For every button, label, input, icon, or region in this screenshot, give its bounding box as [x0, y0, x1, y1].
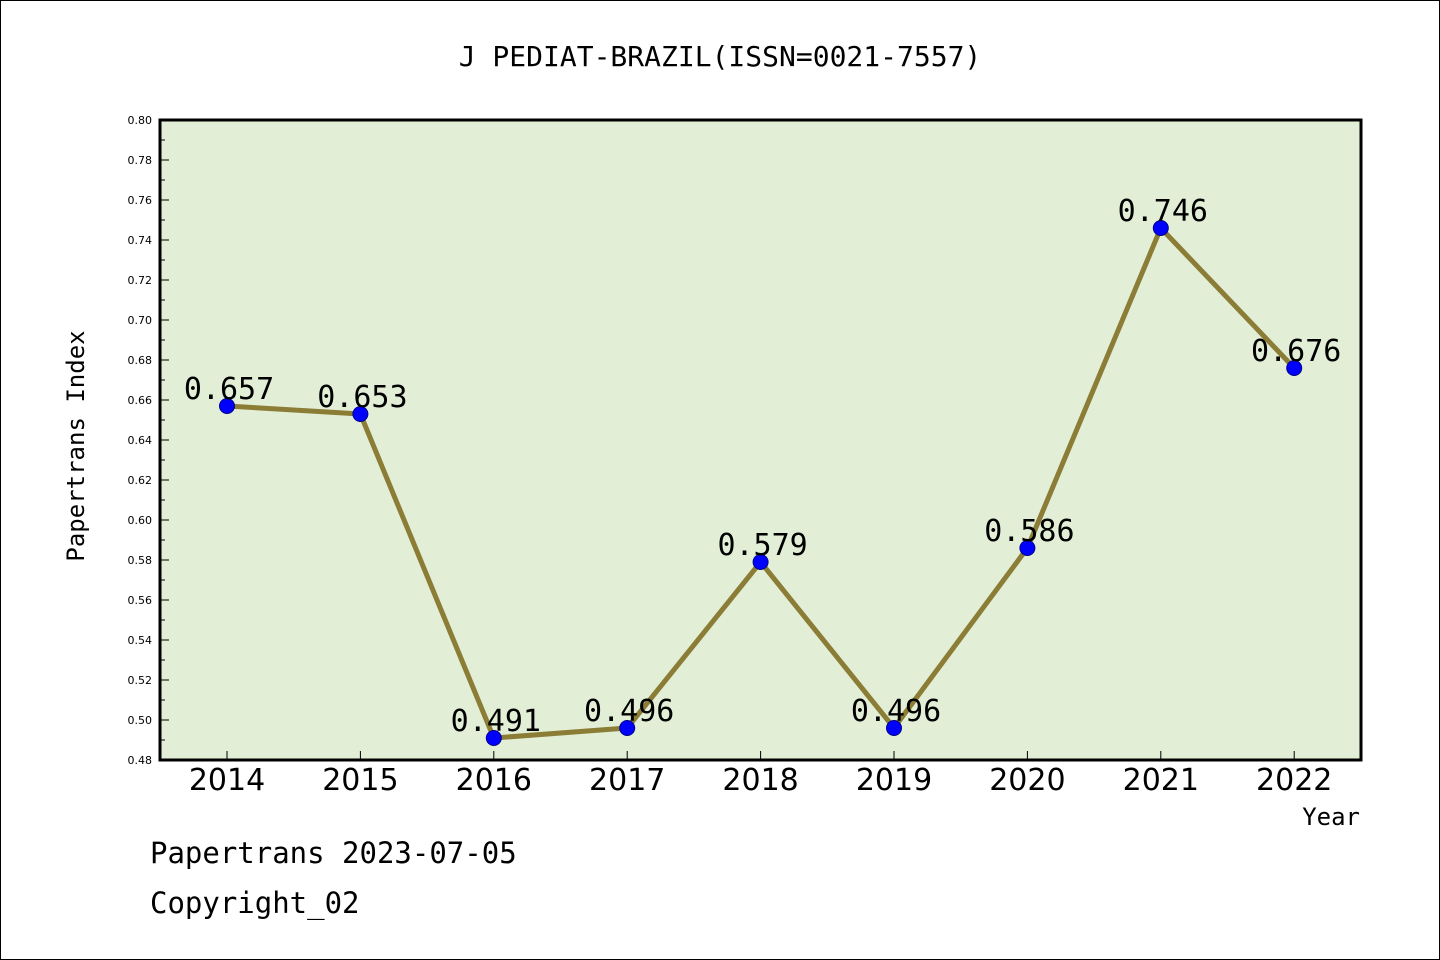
data-label: 0.586 [984, 514, 1074, 549]
data-point [1019, 540, 1036, 556]
y-tick-label: 0.74 [128, 234, 153, 247]
x-tick-label: 2020 [989, 763, 1065, 798]
x-tick-label: 2017 [589, 763, 665, 798]
y-tick-label: 0.80 [128, 114, 153, 127]
y-tick-label: 0.48 [128, 754, 153, 767]
y-tick-label: 0.64 [128, 434, 153, 447]
y-tick-label: 0.78 [128, 154, 153, 167]
y-tick-label: 0.62 [128, 474, 153, 487]
y-axis-label: Papertrans Index [62, 330, 90, 561]
x-tick-label: 2022 [1256, 763, 1332, 798]
data-label: 0.746 [1118, 194, 1208, 229]
x-tick-label: 2019 [856, 763, 932, 798]
chart-title: J PEDIAT-BRAZIL(ISSN=0021-7557) [459, 40, 982, 73]
y-tick-label: 0.70 [128, 314, 153, 327]
y-tick-label: 0.54 [128, 634, 153, 647]
x-tick-label: 2016 [456, 763, 532, 798]
data-series: 0.657 0.653 0.491 0.496 0.579 0.496 0.586 0.746… [184, 194, 1341, 746]
y-tick-label: 0.68 [128, 354, 153, 367]
x-tick-label: 2015 [322, 763, 398, 798]
footer-date: Papertrans 2023-07-05 [150, 836, 517, 870]
x-tick-label: 2018 [722, 763, 798, 798]
data-label: 0.496 [851, 694, 941, 729]
data-label: 0.657 [184, 372, 274, 407]
y-tick-label: 0.66 [128, 394, 153, 407]
data-point [1152, 220, 1169, 236]
y-tick-label: 0.60 [128, 514, 153, 527]
y-tick-label: 0.56 [128, 594, 153, 607]
data-label: 0.676 [1251, 334, 1341, 369]
data-point [485, 730, 502, 746]
x-tick-label: 2014 [189, 763, 265, 798]
data-point [352, 406, 369, 422]
y-tick-label: 0.76 [128, 194, 153, 207]
data-point [619, 720, 636, 736]
data-label: 0.496 [584, 694, 674, 729]
y-tick-label: 0.50 [128, 714, 153, 727]
data-point [1286, 360, 1303, 376]
data-point [886, 720, 902, 736]
y-axis-ticks: 0.48 0.50 0.52 0.54 0.56 0.58 0.60 0.62 0.64 0.66… [128, 114, 169, 767]
y-tick-label: 0.72 [128, 274, 153, 287]
data-label: 0.491 [451, 704, 541, 739]
data-point [219, 398, 235, 414]
x-axis-ticks: 2014 2015 2016 2017 2018 2019 2020 2021 2022 [189, 751, 1332, 798]
data-point [752, 554, 769, 570]
footer-copyright: Copyright_02 [150, 886, 360, 920]
data-label: 0.653 [317, 380, 407, 415]
y-tick-label: 0.52 [128, 674, 153, 687]
data-label: 0.579 [717, 528, 807, 563]
x-tick-label: 2021 [1123, 763, 1199, 798]
x-axis-label: Year [1302, 803, 1360, 831]
y-tick-label: 0.58 [128, 554, 153, 567]
